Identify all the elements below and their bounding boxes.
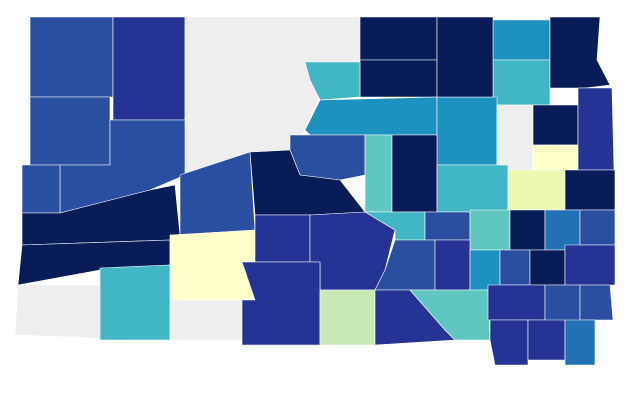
county — [487, 284, 546, 321]
county — [499, 249, 531, 286]
county — [409, 289, 491, 341]
county — [577, 87, 615, 171]
county — [359, 16, 438, 61]
county — [169, 299, 243, 341]
county — [579, 209, 616, 246]
county — [527, 319, 566, 361]
county — [436, 96, 498, 166]
county — [564, 244, 616, 286]
county — [469, 249, 501, 291]
county — [254, 214, 311, 263]
county — [289, 134, 366, 181]
county — [14, 284, 101, 339]
county — [544, 209, 581, 251]
county — [359, 59, 438, 98]
county — [492, 19, 551, 61]
county — [579, 284, 614, 321]
county — [112, 16, 186, 121]
county — [304, 61, 361, 101]
county — [29, 96, 111, 166]
county — [434, 239, 471, 291]
county — [532, 144, 579, 171]
county — [319, 289, 376, 346]
county — [424, 211, 471, 241]
county — [241, 261, 321, 346]
county — [391, 134, 438, 213]
county — [169, 229, 256, 301]
county — [489, 319, 529, 366]
county — [492, 59, 551, 106]
county — [436, 16, 494, 98]
county — [469, 209, 511, 251]
county — [532, 104, 579, 146]
county — [496, 104, 534, 171]
county — [564, 169, 616, 211]
county — [549, 16, 611, 89]
county — [507, 169, 566, 211]
county — [509, 209, 546, 251]
county — [304, 96, 438, 136]
county — [364, 134, 393, 213]
county — [529, 249, 566, 286]
county — [29, 16, 114, 98]
county — [99, 264, 171, 341]
county — [564, 319, 596, 366]
county — [21, 164, 61, 214]
county — [436, 164, 509, 213]
